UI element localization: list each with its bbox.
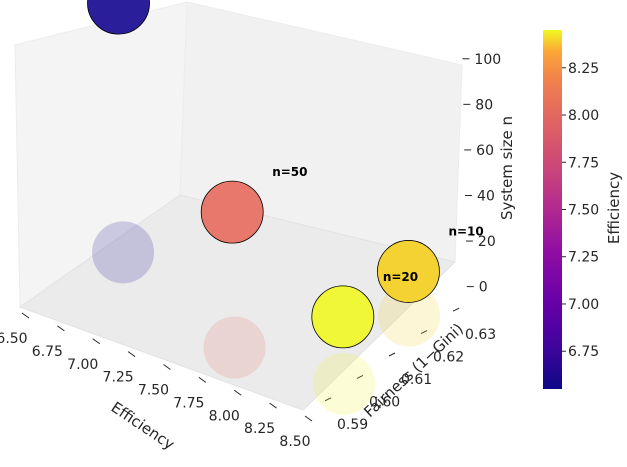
colorbar-label: Efficiency (605, 172, 623, 244)
z-tick-label: 40 (477, 188, 495, 204)
colorbar-tick-label: 7.00 (568, 297, 599, 313)
x-tick-label: 7.00 (67, 357, 98, 373)
z-tick-label: 20 (478, 234, 496, 250)
x-axis-label: Efficiency (108, 398, 178, 453)
x-tick-mark (21, 312, 30, 319)
x-tick-label: 6.50 (0, 331, 28, 347)
y-tick-mark (324, 397, 332, 402)
point-shadow (312, 352, 375, 415)
z-tick-label: 60 (476, 143, 494, 159)
x-axis: 6.506.757.00 7.257.507.75 8.008.258.50 (0, 312, 313, 450)
points (87, 0, 440, 349)
x-tick-label: 8.25 (244, 421, 275, 437)
x-tick-label: 7.25 (103, 370, 134, 386)
point-label: n=10 (448, 224, 483, 238)
y-tick-label: 0.61 (401, 372, 432, 388)
y-axis: 0.590.600.610.620.63 (324, 307, 496, 433)
point-labels: n=100n=50n=20n=10 (272, 165, 484, 284)
colorbar-ticks: 6.75 7.00 7.25 7.50 7.75 8.00 8.25 (562, 61, 599, 360)
y-tick-label: 0.62 (433, 350, 464, 366)
y-tick-label: 0.63 (465, 327, 496, 343)
x-tick-mark (269, 402, 277, 409)
y-tick-mark (388, 352, 396, 357)
y-tick-mark (452, 307, 460, 312)
x-tick-label: 8.00 (209, 408, 240, 424)
point (200, 180, 264, 244)
point-shadow (203, 316, 266, 379)
point-shadow (378, 284, 441, 347)
colorbar (543, 30, 562, 389)
colorbar-tick-label: 7.50 (568, 203, 599, 219)
x-tick-label: 6.75 (32, 344, 63, 360)
z-tick-label: 100 (474, 52, 501, 68)
z-axis-label: System size n (498, 116, 516, 220)
point-shadow (92, 221, 155, 284)
point-shadows (92, 221, 441, 415)
pane-floor (18, 194, 456, 411)
y-tick-label: 0.60 (369, 394, 400, 410)
y-tick-mark (356, 374, 364, 379)
x-tick-label: 7.75 (173, 395, 204, 411)
x-tick-mark (198, 376, 207, 383)
colorbar-tick-label: 6.75 (568, 344, 599, 360)
z-axis: 0 20 40 60 80 100 (462, 52, 501, 296)
x-tick-mark (233, 389, 242, 396)
x-tick-mark (92, 338, 101, 345)
x-tick-mark (57, 325, 65, 332)
x-tick-mark (127, 351, 136, 358)
point (311, 285, 375, 349)
colorbar-tick-label: 8.25 (568, 61, 599, 77)
point (377, 240, 440, 303)
y-tick-mark (420, 330, 428, 335)
colorbar-tick-label: 7.75 (568, 155, 599, 171)
y-tick-label: 0.59 (337, 417, 368, 433)
colorbar-tick-label: 7.25 (568, 250, 599, 266)
z-tick-label: 0 (479, 280, 488, 296)
z-tick-label: 80 (475, 97, 493, 113)
x-tick-label: 7.50 (138, 383, 169, 399)
x-tick-mark (304, 415, 313, 422)
point-label: n=20 (383, 270, 418, 284)
point (87, 0, 150, 35)
x-tick-label: 8.50 (279, 434, 310, 450)
point-label: n=50 (272, 165, 307, 179)
colorbar-tick-label: 8.00 (568, 108, 599, 124)
x-tick-mark (163, 364, 171, 370)
